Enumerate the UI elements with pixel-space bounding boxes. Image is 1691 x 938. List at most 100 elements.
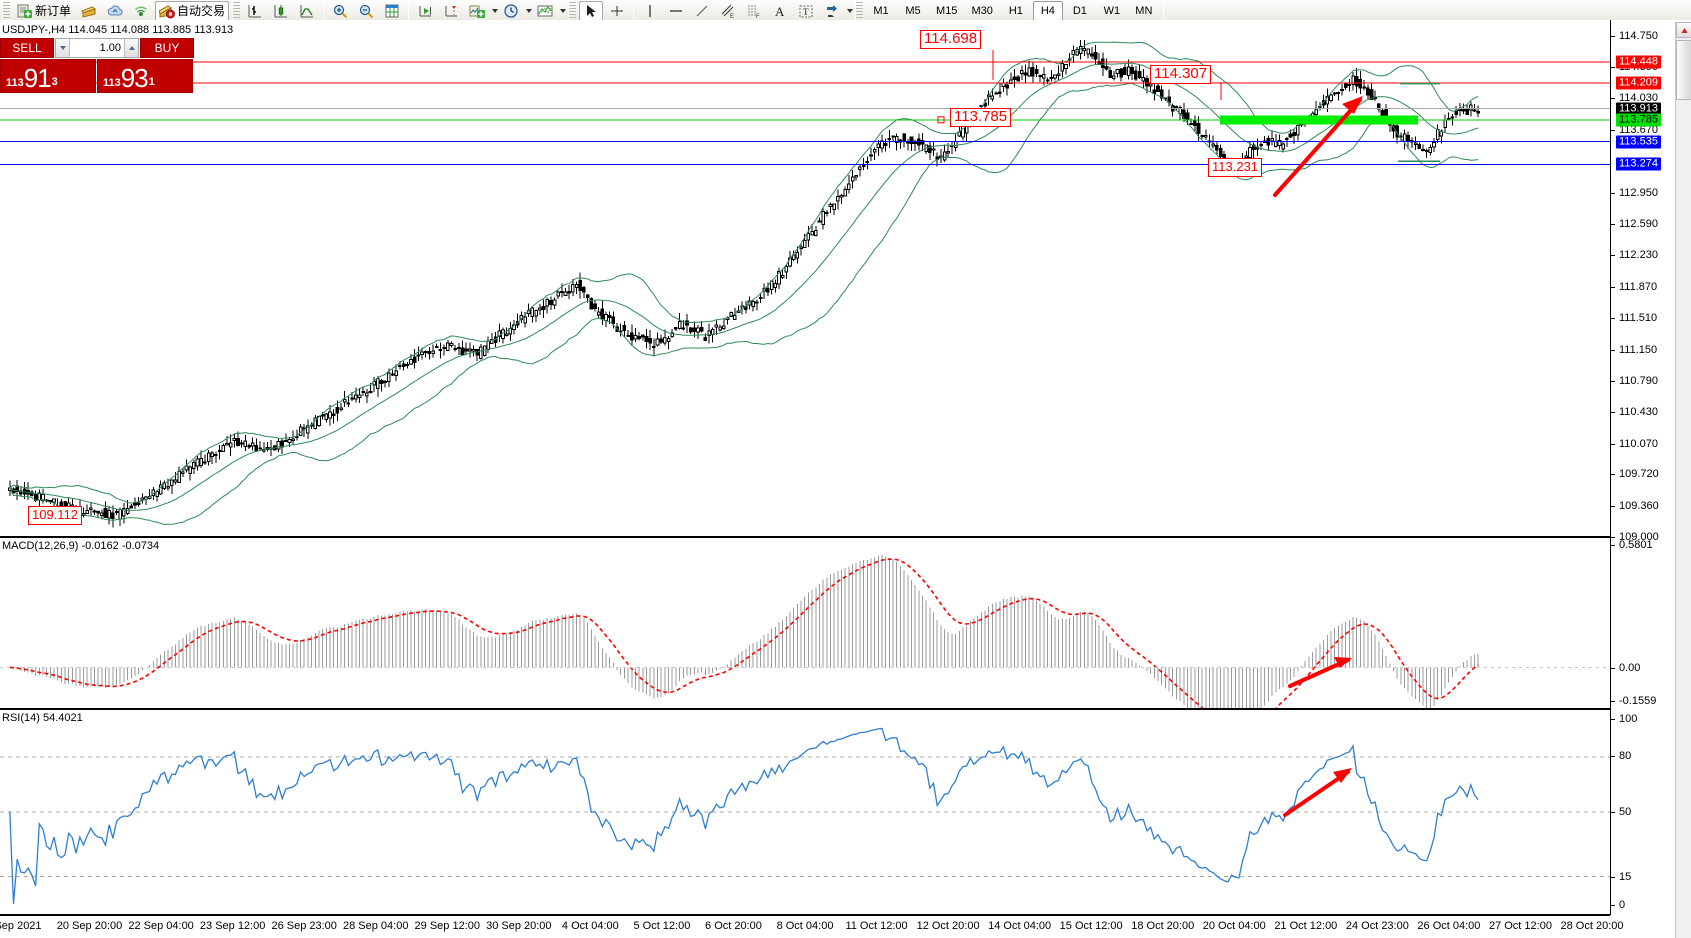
horizontal-lines[interactable] — [0, 61, 1610, 165]
price-chart-pane[interactable] — [0, 20, 1610, 537]
crosshair-button[interactable] — [605, 1, 629, 21]
axis-tick — [1611, 412, 1615, 414]
axis-tick — [1611, 719, 1615, 720]
annot-114-307[interactable]: 114.307 — [1150, 65, 1212, 84]
toolbar-grip-2[interactable] — [232, 1, 241, 20]
auto-trading-label: 自动交易 — [177, 4, 226, 18]
macd-pane[interactable] — [0, 537, 1610, 709]
tf-h1[interactable]: H1 — [1008, 4, 1023, 17]
equidistant-channel-button[interactable]: E — [716, 1, 740, 21]
cursor-button[interactable] — [579, 0, 604, 21]
tf-m1[interactable]: M1 — [873, 4, 889, 17]
price-axis-highlight-label[interactable]: 113.535 — [1616, 135, 1661, 149]
trendline-button[interactable] — [690, 1, 714, 21]
date-axis-label: 27 Oct 12:00 — [1488, 920, 1552, 932]
new-order-button[interactable]: 新订单 — [13, 1, 75, 21]
price-axis-highlight-label[interactable]: 114.209 — [1616, 76, 1661, 90]
tf-m5[interactable]: M5 — [905, 4, 921, 17]
main-toolbar: 新订单 — [0, 0, 1691, 22]
templates-dropdown-icon[interactable] — [560, 8, 567, 13]
vertical-scrollbar[interactable] — [1675, 22, 1691, 938]
lot-size-stepper[interactable]: 1.00 — [55, 38, 139, 58]
axis-tick — [1611, 349, 1615, 351]
price-axis-highlight-label[interactable]: 113.274 — [1616, 157, 1661, 171]
text-label-button[interactable]: T — [794, 1, 818, 21]
toolbar-grip-4[interactable] — [855, 1, 864, 20]
toolbar-grip[interactable] — [2, 1, 10, 20]
sell-button[interactable]: SELL — [0, 38, 54, 58]
rsi-axis-label: 15 — [1619, 871, 1632, 884]
add-indicator-button[interactable] — [465, 1, 489, 21]
grid-button[interactable] — [380, 1, 404, 21]
fibonacci-button[interactable]: F — [742, 1, 766, 21]
date-axis[interactable]: Sep 2021 20 Sep 20:00 22 Sep 04:00 23 Sep 1… — [0, 915, 1624, 938]
bar-chart-button[interactable] — [243, 1, 267, 21]
tf-w1[interactable]: W1 — [1103, 4, 1121, 17]
template-icon — [537, 3, 553, 19]
sell-price-box[interactable]: 113 91 3 — [0, 59, 96, 93]
signal-button[interactable] — [129, 1, 153, 21]
lot-decrease-button[interactable] — [56, 39, 70, 57]
date-axis-label: 8 Oct 04:00 — [776, 920, 834, 932]
vertical-line-button[interactable] — [638, 1, 662, 21]
period-button[interactable] — [499, 1, 523, 21]
text-label-icon: T — [798, 3, 814, 19]
rsi-axis-label: 80 — [1619, 750, 1632, 763]
svg-text:E: E — [730, 14, 734, 19]
history-center-button[interactable] — [77, 1, 101, 21]
tf-m30[interactable]: M30 — [971, 4, 993, 17]
horizontal-line-button[interactable] — [664, 1, 688, 21]
auto-scroll-button[interactable] — [413, 1, 437, 21]
cloud-icon — [107, 3, 123, 19]
scrollbar-thumb[interactable] — [1676, 40, 1691, 100]
annot-113-785[interactable]: 113.785 — [950, 108, 1012, 127]
annot-114-698[interactable]: 114.698 — [920, 30, 982, 49]
trend-arrow[interactable] — [1273, 96, 1363, 197]
price-axis-highlight-label[interactable]: 113.785 — [1616, 113, 1661, 127]
macd-trend-arrow[interactable] — [1288, 657, 1352, 688]
scroll-up-button[interactable] — [1676, 22, 1691, 38]
lot-increase-button[interactable] — [124, 39, 138, 57]
one-click-trading-panel[interactable]: SELL 1.00 BUY 113 91 3 113 93 1 — [0, 38, 194, 93]
price-axis-label: 112.230 — [1619, 249, 1658, 262]
price-axis-label: 110.070 — [1619, 437, 1658, 450]
macd-axis-label: 0.00 — [1619, 661, 1641, 674]
annot-113-231[interactable]: 113.231 — [1208, 158, 1263, 177]
arrows-dropdown-icon[interactable] — [847, 8, 854, 13]
sell-price-prefix: 113 — [6, 77, 24, 89]
candlestick-icon — [273, 3, 289, 19]
zoom-out-icon — [358, 3, 374, 19]
templates-button[interactable] — [533, 1, 557, 21]
candlestick-chart-button[interactable] — [269, 1, 293, 21]
buy-price-box[interactable]: 113 93 1 — [97, 59, 193, 93]
period-dropdown-icon[interactable] — [526, 8, 533, 13]
price-axis-highlight-label[interactable]: 113.913 — [1616, 102, 1661, 116]
arrows-button[interactable] — [820, 1, 844, 21]
chart-shift-button[interactable] — [439, 1, 463, 21]
price-axis-highlight-label[interactable]: 114.448 — [1616, 55, 1661, 69]
lot-size-input[interactable]: 1.00 — [99, 42, 121, 54]
zoom-in-button[interactable] — [328, 1, 352, 21]
tf-m15[interactable]: M15 — [936, 4, 958, 17]
line-chart-button[interactable] — [295, 1, 319, 21]
auto-trading-button[interactable]: 自动交易 — [155, 0, 230, 21]
date-axis-label: 4 Oct 04:00 — [561, 920, 619, 932]
tf-h4[interactable]: H4 — [1032, 0, 1063, 21]
buy-price-main: 93 — [120, 63, 149, 93]
date-axis-label: 22 Sep 04:00 — [128, 920, 194, 932]
text-button[interactable]: A — [768, 1, 792, 21]
zoom-out-button[interactable] — [354, 1, 378, 21]
add-indicator-dropdown-icon[interactable] — [492, 8, 499, 13]
tf-d1[interactable]: D1 — [1072, 4, 1087, 17]
rsi-pane[interactable] — [0, 709, 1610, 915]
axis-tick — [1611, 474, 1615, 476]
rsi-trend-arrow[interactable] — [1283, 768, 1352, 817]
market-watch-button[interactable] — [103, 1, 127, 21]
date-axis-label: 28 Sep 04:00 — [342, 920, 409, 932]
tf-mn[interactable]: MN — [1135, 4, 1153, 17]
line-chart-icon — [299, 3, 315, 19]
annot-109-112[interactable]: 109.112 — [28, 506, 83, 525]
price-axis-label: 111.150 — [1619, 343, 1658, 356]
toolbar-grip-3[interactable] — [568, 1, 577, 20]
buy-button[interactable]: BUY — [140, 38, 194, 58]
